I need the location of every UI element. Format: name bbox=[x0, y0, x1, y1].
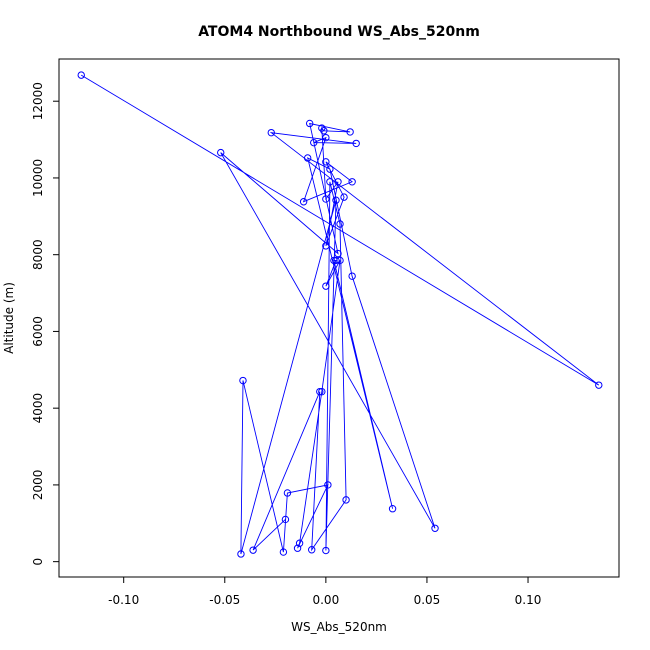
data-point bbox=[318, 387, 326, 396]
data-point bbox=[322, 282, 330, 290]
data-point bbox=[332, 256, 340, 265]
data-point bbox=[388, 505, 397, 513]
y-tick-label: 4000 bbox=[31, 393, 45, 424]
data-point bbox=[77, 71, 85, 79]
data-point bbox=[348, 178, 356, 186]
data-point bbox=[305, 119, 314, 128]
data-point bbox=[322, 195, 330, 203]
y-tick-label: 0 bbox=[31, 558, 45, 566]
x-tick-label: 0.10 bbox=[515, 593, 542, 607]
x-axis-label: WS_Abs_520nm bbox=[291, 620, 387, 634]
y-tick-label: 6000 bbox=[31, 316, 45, 347]
x-tick-label: 0.05 bbox=[414, 593, 441, 607]
data-point bbox=[320, 127, 328, 135]
y-axis: 0 2000 4000 6000 8000 10000 12000 bbox=[31, 82, 60, 566]
data-point bbox=[293, 544, 302, 552]
data-point bbox=[326, 178, 334, 186]
x-axis: -0.10 -0.05 0.00 0.05 0.10 bbox=[108, 576, 542, 607]
y-tick-label: 8000 bbox=[31, 239, 45, 270]
y-tick-label: 10000 bbox=[31, 159, 45, 197]
data-point bbox=[239, 376, 247, 385]
data-series bbox=[77, 71, 603, 558]
x-tick-label: -0.05 bbox=[209, 593, 240, 607]
data-point bbox=[322, 546, 330, 555]
data-point bbox=[352, 139, 360, 148]
data-point bbox=[237, 550, 245, 558]
data-point bbox=[281, 515, 290, 524]
data-point bbox=[295, 539, 304, 547]
data-point bbox=[336, 220, 344, 228]
data-point bbox=[431, 524, 439, 532]
data-point bbox=[283, 489, 292, 497]
data-point bbox=[322, 158, 330, 166]
data-point bbox=[324, 481, 332, 489]
data-point bbox=[322, 242, 330, 250]
y-tick-label: 2000 bbox=[31, 470, 45, 501]
data-point bbox=[340, 193, 348, 201]
y-axis-label: Altitude (m) bbox=[2, 282, 16, 354]
plot-frame bbox=[58, 58, 620, 578]
x-tick-label: 0.00 bbox=[312, 593, 339, 607]
data-point bbox=[334, 178, 342, 186]
data-point bbox=[316, 387, 324, 396]
data-point bbox=[267, 128, 275, 137]
data-point bbox=[310, 138, 318, 147]
data-point bbox=[348, 272, 356, 280]
y-tick-label: 12000 bbox=[31, 82, 45, 120]
data-point bbox=[332, 196, 340, 204]
data-point bbox=[322, 133, 330, 142]
data-point bbox=[299, 198, 308, 206]
data-point bbox=[334, 249, 342, 258]
data-point bbox=[342, 496, 350, 504]
data-point bbox=[249, 546, 257, 554]
data-point bbox=[217, 148, 225, 157]
chart-title: ATOM4 Northbound WS_Abs_520nm bbox=[198, 24, 480, 40]
data-point bbox=[336, 256, 344, 265]
data-point bbox=[308, 546, 316, 554]
data-point bbox=[595, 381, 603, 389]
data-point bbox=[279, 548, 288, 556]
series-line bbox=[80, 74, 600, 555]
data-point bbox=[326, 165, 334, 173]
data-point bbox=[346, 128, 354, 136]
data-point bbox=[303, 154, 312, 162]
x-tick-label: -0.10 bbox=[108, 593, 139, 607]
